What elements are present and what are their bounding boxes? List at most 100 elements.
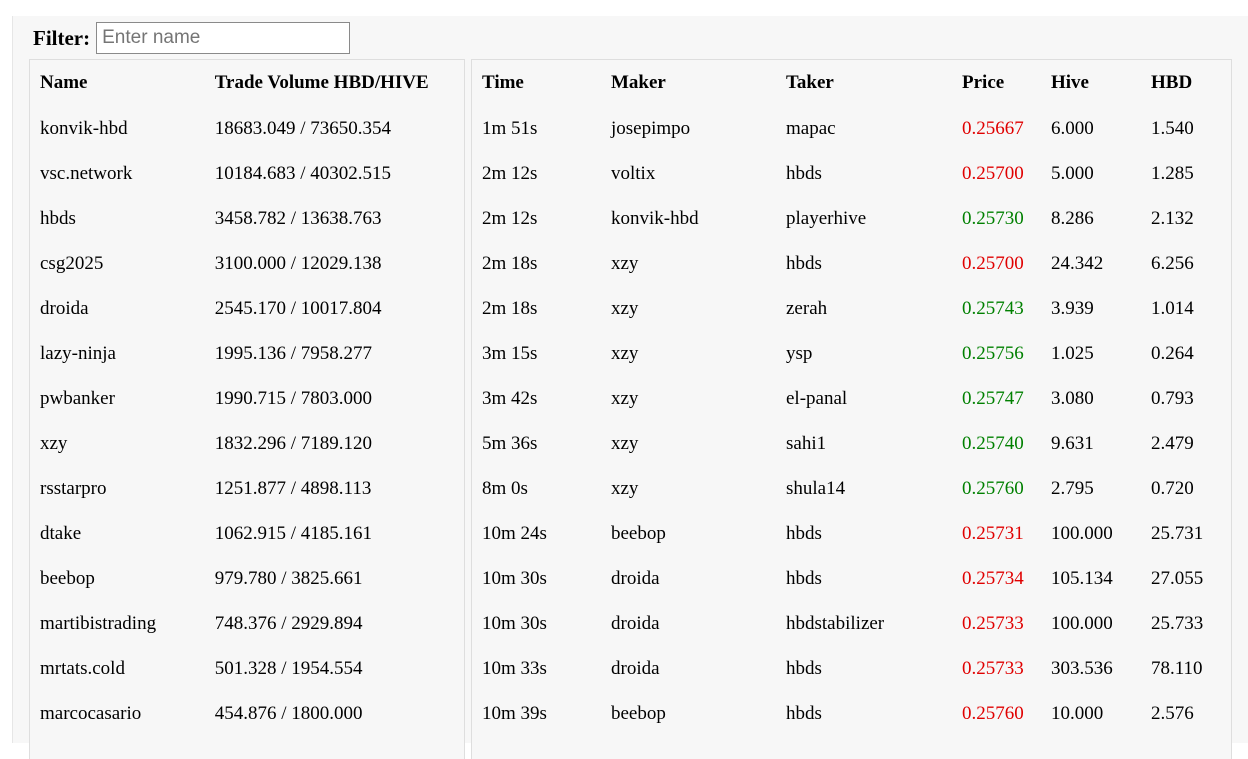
account-name[interactable]: xzy (40, 432, 68, 454)
trade-row: 10m 39s beebop hbds 0.25760 10.000 2.576 (482, 691, 1231, 736)
trade-price: 0.25747 (962, 387, 1024, 409)
trade-row: 10m 24s beebop hbds 0.25731 100.000 25.731 (482, 511, 1231, 556)
trade-time: 2m 12s (482, 207, 538, 229)
trade-volume: 979.780 / 3825.661 (214, 567, 363, 589)
filter-label: Filter: (33, 25, 91, 50)
account-name[interactable]: droida (40, 297, 89, 319)
trade-hive-amount: 2.795 (1051, 477, 1094, 499)
filter-input[interactable] (96, 22, 351, 54)
trade-row: 10m 33s droida hbds 0.25733 303.536 78.110 (482, 646, 1231, 691)
volume-row: hbds 3458.782 / 13638.763 (40, 196, 464, 241)
trade-volume: 1832.296 / 7189.120 (214, 432, 373, 454)
trade-maker[interactable]: droida (611, 567, 660, 589)
trade-taker[interactable]: ysp (786, 342, 813, 364)
column-header-hive[interactable]: Hive (1051, 72, 1089, 93)
trade-taker[interactable]: el-panal (786, 387, 848, 409)
trade-taker[interactable]: hbds (786, 702, 822, 724)
trade-price: 0.25743 (962, 297, 1024, 319)
trade-maker[interactable]: droida (611, 612, 660, 634)
trade-hbd-amount: 0.720 (1151, 477, 1194, 499)
trade-hbd-amount: 25.731 (1151, 522, 1204, 544)
column-header-trade-volume[interactable]: Trade Volume HBD/HIVE (214, 72, 429, 93)
trade-volume: 18683.049 / 73650.354 (214, 117, 392, 139)
account-name[interactable]: martibistrading (40, 612, 157, 634)
account-name[interactable]: marcocasario (40, 702, 142, 724)
trade-hive-amount: 3.939 (1051, 297, 1094, 319)
column-header-time[interactable]: Time (482, 72, 524, 93)
volume-row: xzy 1832.296 / 7189.120 (40, 421, 464, 466)
trade-hive-amount: 100.000 (1051, 522, 1113, 544)
account-name[interactable]: konvik-hbd (40, 117, 128, 139)
page-container: Filter: Name Trade Volume HBD/HIVE konvi… (12, 16, 1248, 759)
trade-price: 0.25740 (962, 432, 1024, 454)
trade-hbd-amount: 0.793 (1151, 387, 1194, 409)
trade-row: 1m 51s josepimpo mapac 0.25667 6.000 1.540 (482, 106, 1231, 151)
trade-taker[interactable]: mapac (786, 117, 836, 139)
trade-hive-amount: 105.134 (1051, 567, 1113, 589)
trade-price: 0.25760 (962, 702, 1024, 724)
trade-maker[interactable]: droida (611, 657, 660, 679)
trade-volume: 454.876 / 1800.000 (214, 702, 363, 724)
trade-hive-amount: 8.286 (1051, 207, 1094, 229)
account-name[interactable]: beebop (40, 567, 95, 589)
trade-volume: 1990.715 / 7803.000 (214, 387, 373, 409)
trade-taker[interactable]: playerhive (786, 207, 867, 229)
trade-time: 10m 30s (482, 567, 547, 589)
column-header-name[interactable]: Name (40, 72, 88, 93)
trade-maker[interactable]: konvik-hbd (611, 207, 699, 229)
trade-maker[interactable]: voltix (611, 162, 656, 184)
trade-price: 0.25700 (962, 162, 1024, 184)
trade-maker[interactable]: beebop (611, 522, 666, 544)
trade-taker[interactable]: shula14 (786, 477, 846, 499)
account-name[interactable]: dtake (40, 522, 82, 544)
trade-time: 3m 42s (482, 387, 538, 409)
account-name[interactable]: mrtats.cold (40, 657, 125, 679)
trade-taker[interactable]: hbds (786, 567, 822, 589)
trade-price: 0.25760 (962, 477, 1024, 499)
trade-hive-amount: 6.000 (1051, 117, 1094, 139)
column-header-price[interactable]: Price (962, 72, 1005, 93)
volume-row: dtake 1062.915 / 4185.161 (40, 511, 464, 556)
account-name[interactable]: pwbanker (40, 387, 115, 409)
column-header-hbd[interactable]: HBD (1151, 72, 1193, 93)
trade-maker[interactable]: josepimpo (611, 117, 691, 139)
trade-maker[interactable]: beebop (611, 702, 666, 724)
trade-maker[interactable]: xzy (611, 252, 639, 274)
trade-hbd-amount: 1.540 (1151, 117, 1194, 139)
trade-time: 8m 0s (482, 477, 528, 499)
trade-row: 2m 12s voltix hbds 0.25700 5.000 1.285 (482, 151, 1231, 196)
account-name[interactable]: lazy-ninja (40, 342, 116, 364)
volume-row: pwbanker 1990.715 / 7803.000 (40, 376, 464, 421)
trade-maker[interactable]: xzy (611, 342, 639, 364)
trade-price: 0.25730 (962, 207, 1024, 229)
trade-hive-amount: 9.631 (1051, 432, 1094, 454)
trade-taker[interactable]: hbds (786, 252, 822, 274)
volume-row: mrtats.cold 501.328 / 1954.554 (40, 646, 464, 691)
column-header-maker[interactable]: Maker (611, 72, 666, 93)
trade-time: 2m 12s (482, 162, 538, 184)
trade-maker[interactable]: xzy (611, 297, 639, 319)
trade-maker[interactable]: xzy (611, 432, 639, 454)
trade-row: 3m 15s xzy ysp 0.25756 1.025 0.264 (482, 331, 1231, 376)
account-name[interactable]: hbds (40, 207, 76, 229)
trade-row: 3m 42s xzy el-panal 0.25747 3.080 0.793 (482, 376, 1231, 421)
trade-hbd-amount: 2.479 (1151, 432, 1194, 454)
trade-volume: 10184.683 / 40302.515 (214, 162, 392, 184)
trade-taker[interactable]: hbds (786, 657, 822, 679)
account-name[interactable]: rsstarpro (40, 477, 107, 499)
account-name[interactable]: vsc.network (40, 162, 133, 184)
trade-volume: 748.376 / 2929.894 (214, 612, 363, 634)
trade-hive-amount: 100.000 (1051, 612, 1113, 634)
trade-maker[interactable]: xzy (611, 387, 639, 409)
trade-row: 2m 18s xzy zerah 0.25743 3.939 1.014 (482, 286, 1231, 331)
trade-taker[interactable]: hbds (786, 522, 822, 544)
column-header-taker[interactable]: Taker (786, 72, 834, 93)
trade-taker[interactable]: hbdstabilizer (786, 612, 885, 634)
account-name[interactable]: csg2025 (40, 252, 104, 274)
volume-row: marcocasario 454.876 / 1800.000 (40, 691, 464, 736)
filter-bar: Filter: (33, 22, 351, 54)
trade-taker[interactable]: sahi1 (786, 432, 827, 454)
trade-maker[interactable]: xzy (611, 477, 639, 499)
trade-taker[interactable]: hbds (786, 162, 822, 184)
trade-taker[interactable]: zerah (786, 297, 828, 319)
